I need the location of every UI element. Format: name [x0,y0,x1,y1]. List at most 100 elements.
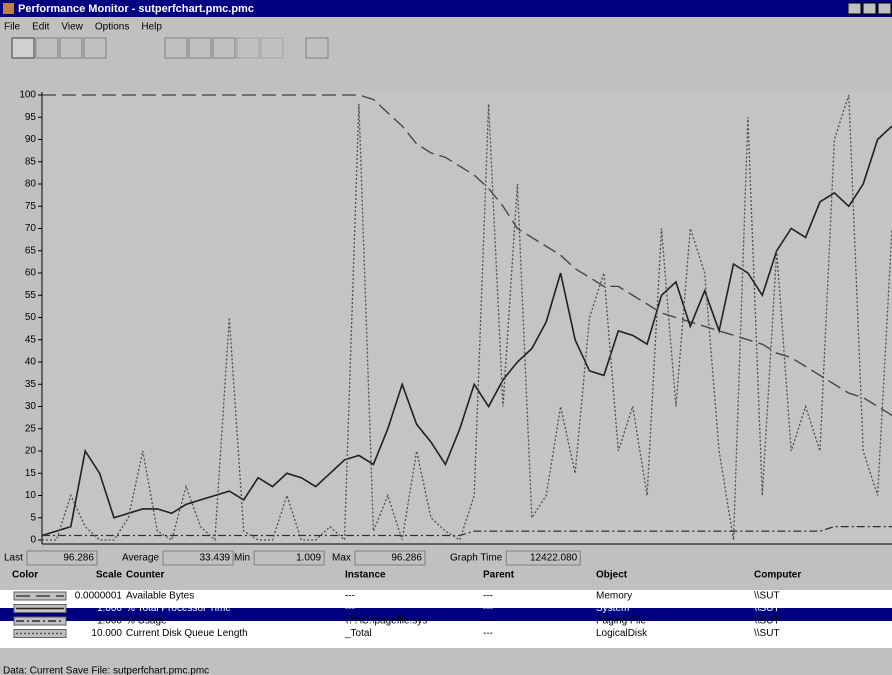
window-title: Performance Monitor - sutperfchart.pmc.p… [18,3,254,15]
y-tick-label: 40 [25,357,37,368]
y-tick-label: 55 [25,290,37,301]
legend-object: System [596,603,629,614]
y-tick-label: 5 [30,512,36,523]
update-button[interactable] [236,37,260,59]
edit-counter-button[interactable] [188,37,212,59]
menu-item[interactable]: Edit [32,22,49,33]
menu-item[interactable]: File [4,22,21,33]
bookmark-button[interactable] [260,37,284,59]
menu-item[interactable]: Options [95,22,129,33]
y-tick-label: 85 [25,156,37,167]
y-tick-label: 90 [25,134,37,145]
y-tick-label: 45 [25,334,37,345]
stat-label: Max [332,553,351,564]
stat-box [354,550,426,566]
legend-name: Current Disk Queue Length [126,628,248,639]
legend-name: % Total Processor Time [126,603,231,614]
chart-view-button[interactable] [11,37,35,59]
menu-bar: File Edit View Options Help [4,22,162,33]
legend-parent: --- [483,603,493,614]
selected-row [0,608,892,621]
legend-row[interactable]: 10.000 Current Disk Queue Length _Total ---… [13,628,780,639]
stat-label: Last [4,553,23,564]
legend-object: Memory [596,591,632,602]
legend-name: Available Bytes [126,591,194,602]
close-button[interactable] [877,2,892,15]
y-tick-label: 100 [19,90,36,101]
legend-row[interactable]: 1.000 % Usage \??\C:\pagefile.sys --- Paging… [13,616,780,627]
alert-view-button[interactable] [35,37,59,59]
stat-value: 96.286 [63,553,94,564]
legend-instance: --- [345,603,355,614]
y-tick-label: 80 [25,179,37,190]
legend: Color Scale Counter Instance Parent Object Com… [12,570,801,640]
title-bar [0,0,892,17]
legend-object: Paging File [596,616,646,627]
legend-instance: _Total [344,628,372,639]
y-tick-label: 95 [25,112,37,123]
legend-column-header: Counter [126,570,164,581]
legend-column-header: Computer [754,570,801,581]
add-counter-button[interactable] [164,37,188,59]
legend-row[interactable]: 1.000 % Total Processor Time --- --- System \… [13,603,780,614]
legend-computer: \\SUT [754,616,780,627]
stat-value: 12422.080 [530,553,578,564]
legend-object: LogicalDisk [596,628,648,639]
y-tick-label: 60 [25,268,37,279]
stat-label: Average [122,553,160,564]
legend-column-header: Color [12,570,38,581]
legend-parent: --- [483,628,493,639]
y-tick-label: 65 [25,245,37,256]
stats-bar: Last 96.286 Average 33.439 Min 1.009 Max 96.286… [4,550,581,566]
y-tick-label: 50 [25,312,37,323]
toolbar [11,37,329,59]
stat-box [505,550,581,566]
legend-name: % Usage [126,616,167,627]
legend-scale: 0.0000001 [75,591,123,602]
legend-instance: \??\C:\pagefile.sys [345,616,427,627]
plot-area [42,92,892,544]
stat-value: 96.286 [391,553,422,564]
legend-parent: --- [483,591,493,602]
app-icon [3,3,14,14]
legend-computer: \\SUT [754,591,780,602]
delete-counter-button[interactable] [212,37,236,59]
legend-scale: 1.000 [97,603,122,614]
stat-label: Min [234,553,250,564]
y-tick-label: 75 [25,201,37,212]
stat-box [253,550,325,566]
legend-scale: 1.000 [97,616,122,627]
stat-box [26,550,98,566]
legend-parent: --- [483,616,493,627]
legend-scale: 10.000 [91,628,122,639]
y-tick-label: 20 [25,446,37,457]
series-line [42,525,892,537]
status-bar: Data: Current Save File: sutperfchart.pm… [3,666,209,675]
series-line [42,94,892,416]
stat-value: 1.009 [296,553,321,564]
options-button[interactable] [305,37,329,59]
stat-label: Graph Time [450,553,503,564]
legend-computer: \\SUT [754,628,780,639]
legend-row[interactable]: 0.0000001 Available Bytes --- --- Memory \\SU… [13,591,780,602]
stat-box [162,550,234,566]
menu-item[interactable]: Help [141,22,162,33]
report-view-button[interactable] [83,37,107,59]
stat-value: 33.439 [199,553,230,564]
maximize-button[interactable] [862,2,877,15]
y-tick-label: 30 [25,401,37,412]
legend-column-header: Object [596,570,628,581]
y-tick-label: 15 [25,468,37,479]
y-tick-label: 70 [25,223,37,234]
y-tick-label: 35 [25,379,37,390]
series-line [42,94,892,542]
log-view-button[interactable] [59,37,83,59]
y-tick-label: 0 [30,535,36,546]
menu-item[interactable]: View [61,22,83,33]
legend-computer: \\SUT [754,603,780,614]
minimize-button[interactable] [847,2,862,15]
legend-instance: --- [345,591,355,602]
legend-header-bg [0,568,892,582]
